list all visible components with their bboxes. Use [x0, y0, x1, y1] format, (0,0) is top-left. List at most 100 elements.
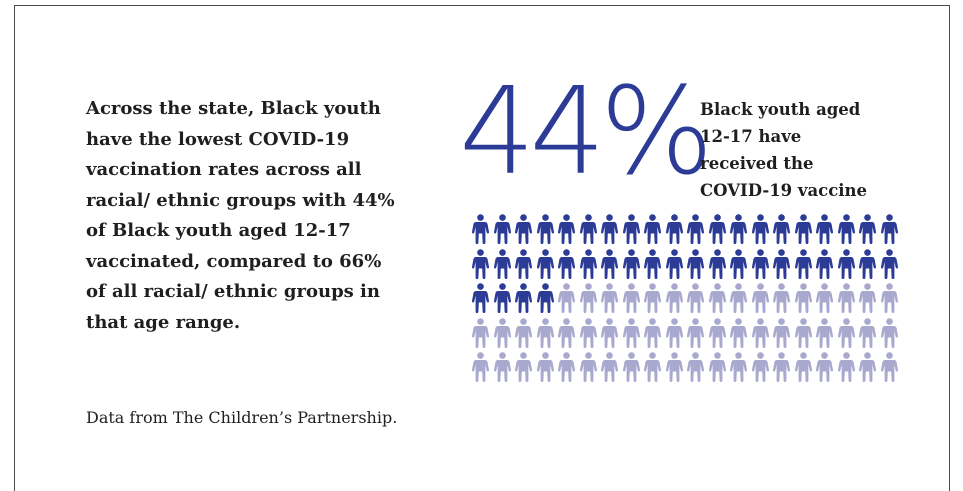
person-icon-unvaccinated [492, 317, 514, 353]
description-line: Across the state, Black youth [86, 98, 381, 119]
person-icon-vaccinated [599, 248, 621, 284]
person-icon-vaccinated [857, 248, 879, 284]
person-icon-unvaccinated [535, 317, 557, 353]
person-icon [644, 283, 662, 313]
person-icon-vaccinated [814, 214, 836, 249]
person-icon-vaccinated [707, 248, 729, 284]
person-icon-unvaccinated [621, 283, 643, 318]
person-icon-unvaccinated [685, 283, 707, 318]
person-icon-unvaccinated [621, 317, 643, 353]
person-icon-vaccinated [879, 214, 901, 249]
person-icon [665, 283, 683, 313]
person-icon-unvaccinated [750, 352, 772, 387]
person-icon [751, 248, 769, 279]
person-icon [730, 248, 748, 279]
person-icon-unvaccinated [578, 317, 600, 353]
person-icon-unvaccinated [642, 283, 664, 318]
person-icon [751, 214, 769, 244]
person-icon [816, 248, 834, 279]
person-icon [730, 283, 748, 313]
person-icon-unvaccinated [836, 352, 858, 387]
person-icon-vaccinated [664, 214, 686, 249]
person-icon [601, 214, 619, 244]
person-icon [687, 317, 705, 348]
person-icon-vaccinated [470, 283, 492, 318]
person-icon-unvaccinated [707, 317, 729, 353]
person-icon [816, 317, 834, 348]
person-icon [579, 317, 597, 348]
person-icon [515, 214, 533, 244]
person-icon [859, 317, 877, 348]
source-note: Data from The Children’s Partnership. [86, 408, 398, 427]
person-icon-unvaccinated [771, 317, 793, 353]
person-icon [493, 248, 511, 279]
stat-caption-line: received the [700, 154, 814, 173]
person-icon [687, 214, 705, 244]
person-icon-unvaccinated [793, 317, 815, 353]
person-icon [794, 352, 812, 382]
person-icon [751, 317, 769, 348]
person-icon-unvaccinated [556, 283, 578, 318]
description-line: of Black youth aged 12-17 [86, 220, 351, 241]
person-icon-vaccinated [492, 214, 514, 249]
person-icon-vaccinated [492, 248, 514, 284]
person-icon-vaccinated [513, 248, 535, 284]
person-icon-unvaccinated [728, 352, 750, 387]
person-icon-vaccinated [535, 283, 557, 318]
person-icon [622, 248, 640, 279]
person-icon-vaccinated [836, 214, 858, 249]
person-icon-vaccinated [513, 283, 535, 318]
person-icon [558, 214, 576, 244]
person-icon [816, 283, 834, 313]
person-icon-unvaccinated [857, 283, 879, 318]
person-icon-unvaccinated [814, 283, 836, 318]
person-icon [730, 352, 748, 382]
person-icon [558, 352, 576, 382]
person-icon-unvaccinated [513, 317, 535, 353]
person-icon [859, 352, 877, 382]
person-icon-unvaccinated [685, 317, 707, 353]
person-icon-vaccinated [685, 214, 707, 249]
person-icon [687, 283, 705, 313]
person-icon [515, 352, 533, 382]
person-icon [644, 214, 662, 244]
person-icon-unvaccinated [492, 352, 514, 387]
person-icon [472, 317, 490, 348]
person-icon [558, 317, 576, 348]
person-icon-vaccinated [750, 214, 772, 249]
person-icon [472, 283, 490, 313]
person-icon-unvaccinated [750, 317, 772, 353]
person-icon [708, 352, 726, 382]
person-icon [579, 352, 597, 382]
person-icon-unvaccinated [599, 317, 621, 353]
person-icon-vaccinated [535, 214, 557, 249]
person-icon [622, 352, 640, 382]
person-icon-unvaccinated [707, 283, 729, 318]
person-icon-unvaccinated [728, 317, 750, 353]
person-icon-unvaccinated [771, 352, 793, 387]
person-icon [751, 352, 769, 382]
person-icon [622, 283, 640, 313]
person-icon-vaccinated [836, 248, 858, 284]
person-icon-vaccinated [470, 248, 492, 284]
person-icon [493, 317, 511, 348]
person-icon [472, 214, 490, 244]
person-icon-vaccinated [470, 214, 492, 249]
person-icon-vaccinated [707, 214, 729, 249]
person-icon [837, 352, 855, 382]
person-icon [665, 352, 683, 382]
person-icon-unvaccinated [599, 352, 621, 387]
person-icon [773, 283, 791, 313]
person-icon-vaccinated [664, 248, 686, 284]
person-icon [558, 248, 576, 279]
person-icon-vaccinated [750, 248, 772, 284]
person-icon [558, 283, 576, 313]
person-icon [472, 248, 490, 279]
person-icon-unvaccinated [750, 283, 772, 318]
person-icon [515, 317, 533, 348]
person-icon-vaccinated [578, 248, 600, 284]
person-icon [536, 283, 554, 313]
person-icon [751, 283, 769, 313]
description-line: have the lowest COVID-19 [86, 128, 350, 150]
person-icon [880, 248, 898, 279]
